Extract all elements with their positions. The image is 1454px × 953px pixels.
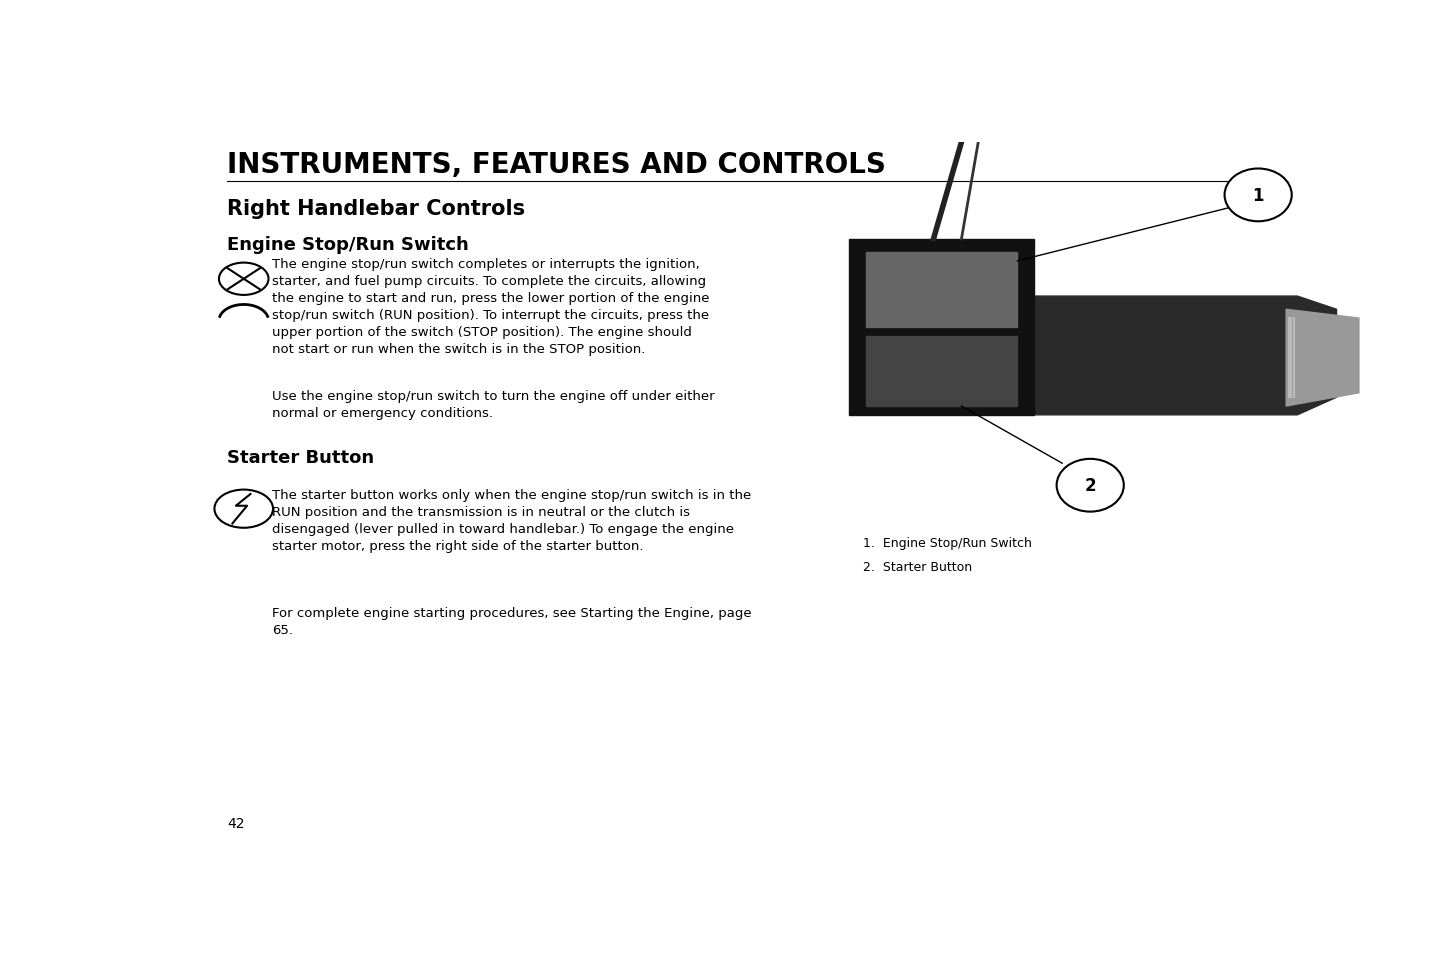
Text: 2: 2	[1085, 476, 1096, 495]
Text: Engine Stop/Run Switch: Engine Stop/Run Switch	[227, 235, 468, 253]
Polygon shape	[867, 253, 1018, 328]
Text: The engine stop/run switch completes or interrupts the ignition,
starter, and fu: The engine stop/run switch completes or …	[272, 257, 710, 355]
Text: Right Handlebar Controls: Right Handlebar Controls	[227, 199, 525, 219]
Polygon shape	[1287, 310, 1359, 407]
Text: The starter button works only when the engine stop/run switch is in the
RUN posi: The starter button works only when the e…	[272, 489, 752, 553]
Text: Use the engine stop/run switch to turn the engine off under either
normal or eme: Use the engine stop/run switch to turn t…	[272, 390, 714, 419]
Text: 1.  Engine Stop/Run Switch: 1. Engine Stop/Run Switch	[864, 537, 1032, 549]
Circle shape	[1224, 170, 1291, 222]
Polygon shape	[849, 239, 1034, 416]
Text: 42: 42	[227, 816, 244, 830]
Text: 1: 1	[1252, 187, 1264, 205]
Polygon shape	[867, 336, 1018, 407]
Text: For complete engine starting procedures, see Starting the Engine, page
65.: For complete engine starting procedures,…	[272, 606, 752, 636]
Text: INSTRUMENTS, FEATURES AND CONTROLS: INSTRUMENTS, FEATURES AND CONTROLS	[227, 152, 885, 179]
Circle shape	[1057, 459, 1124, 512]
Text: Starter Button: Starter Button	[227, 448, 374, 466]
Polygon shape	[933, 296, 1336, 416]
Text: 2.  Starter Button: 2. Starter Button	[864, 560, 973, 574]
